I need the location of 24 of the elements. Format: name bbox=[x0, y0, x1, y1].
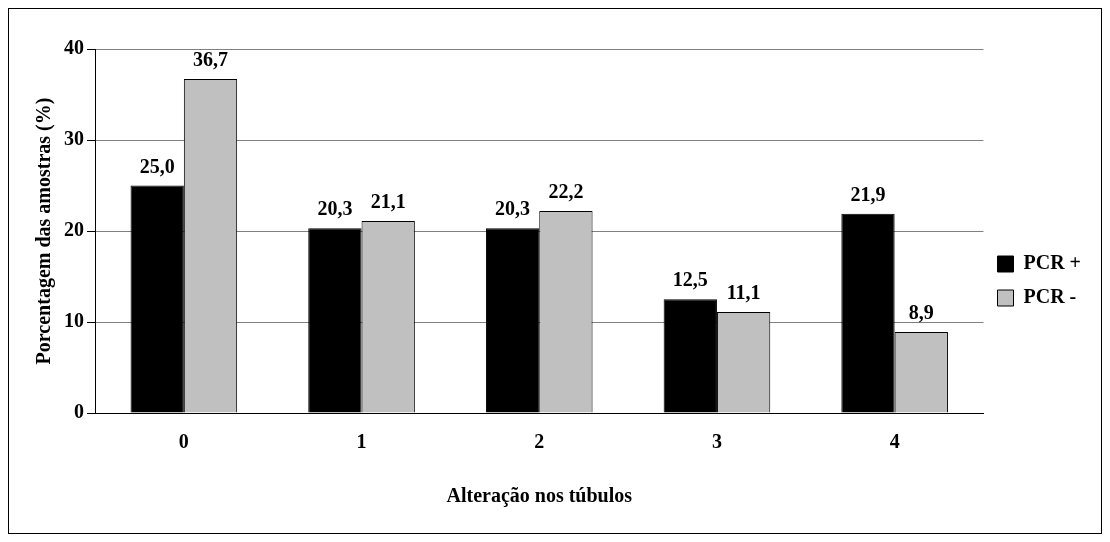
data-label: 22,2 bbox=[548, 180, 584, 203]
data-label: 21,1 bbox=[370, 190, 406, 213]
data-label: 25,0 bbox=[139, 154, 175, 177]
x-tick-label: 0 bbox=[178, 430, 189, 453]
data-label: 12,5 bbox=[672, 268, 708, 291]
legend-label: PCR + bbox=[1023, 251, 1081, 274]
x-tick-label: 3 bbox=[711, 430, 722, 453]
y-axis-title: Porcentagem das amostras (%) bbox=[32, 97, 56, 365]
data-label: 21,9 bbox=[850, 182, 886, 205]
x-tick-label: 2 bbox=[534, 430, 545, 453]
y-tick-label: 20 bbox=[64, 218, 84, 241]
data-label: 20,3 bbox=[317, 197, 353, 220]
y-tick-label: 0 bbox=[74, 400, 84, 423]
x-tick-label: 4 bbox=[889, 430, 900, 453]
y-tick-label: 40 bbox=[64, 36, 84, 59]
data-label: 20,3 bbox=[495, 197, 531, 220]
data-label: 8,9 bbox=[908, 301, 934, 324]
x-axis-title: Alteração nos túbulos bbox=[446, 484, 633, 508]
y-tick-label: 30 bbox=[64, 127, 84, 150]
y-tick-label: 10 bbox=[64, 309, 84, 332]
x-tick-label: 1 bbox=[356, 430, 367, 453]
data-label: 11,1 bbox=[726, 281, 761, 304]
data-label: 36,7 bbox=[193, 48, 229, 71]
legend-label: PCR - bbox=[1023, 285, 1077, 308]
